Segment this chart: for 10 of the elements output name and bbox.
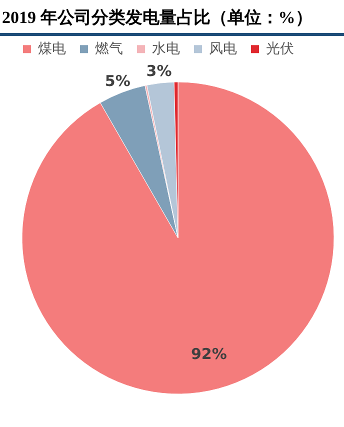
chart-title: 2019 年公司分类发电量占比（单位：%）	[1, 7, 314, 29]
legend-label: 煤电	[38, 41, 66, 58]
data-label: 5%	[104, 72, 130, 90]
legend-label: 水电	[152, 41, 180, 58]
pie-slice	[100, 85, 178, 238]
data-label: 92%	[190, 344, 227, 363]
legend-label: 风电	[209, 41, 237, 58]
legend-label: 光伏	[266, 41, 294, 58]
data-label: 3%	[146, 62, 172, 80]
legend-label: 燃气	[95, 41, 123, 58]
